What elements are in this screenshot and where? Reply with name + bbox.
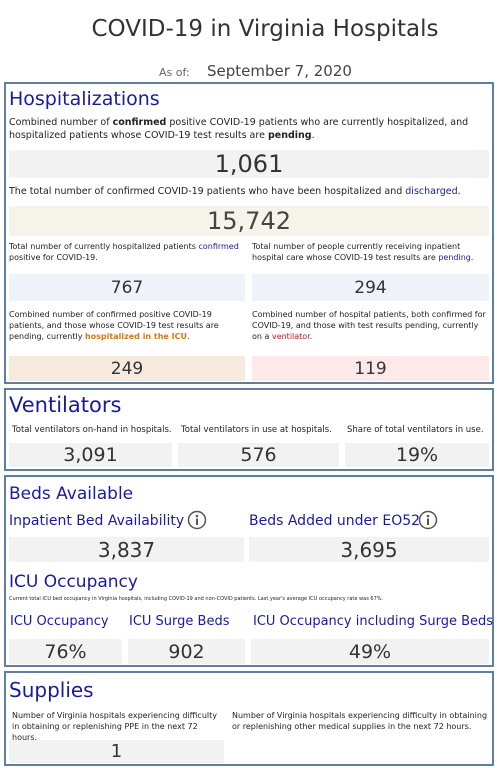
text: positive for COVID-19.: [9, 252, 98, 262]
metric-label: Share of total ventilators in use.: [347, 425, 484, 435]
section-heading: Ventilators: [9, 393, 122, 417]
text: Combined number of confirmed positive CO…: [9, 310, 219, 341]
description: Combined number of confirmed positive CO…: [9, 117, 479, 143]
description: Total number of people currently receivi…: [252, 242, 490, 264]
section-heading: Supplies: [9, 678, 94, 702]
text: .: [311, 129, 315, 141]
metric-value: 3,837: [9, 537, 244, 562]
metric-value: 767: [9, 274, 245, 301]
description: Total number of currently hospitalized p…: [9, 242, 244, 264]
text: ventilator: [271, 331, 310, 341]
section-heading: Hospitalizations: [9, 88, 160, 110]
text: .: [309, 331, 313, 341]
text: .: [457, 186, 461, 197]
metric-value: 19%: [345, 443, 489, 467]
text: .: [470, 252, 474, 262]
metric-value: 119: [252, 356, 489, 381]
metric-value: 76%: [9, 639, 122, 664]
metric-value: 3,695: [249, 537, 489, 562]
text: confirmed: [198, 242, 239, 251]
note: Current total ICU bed occupancy in Virgi…: [9, 596, 384, 602]
text: confirmed: [112, 117, 167, 128]
text: Combined number of hospital patients, bo…: [252, 310, 486, 341]
metric-value: 1,061: [9, 150, 489, 178]
metric-label: ICU Surge Beds: [129, 614, 230, 629]
metric-label: Total ventilators in use at hospitals.: [181, 425, 332, 435]
metric-label: Number of Virginia hospitals experiencin…: [12, 711, 217, 742]
text: The total number of confirmed COVID-19 p…: [9, 186, 406, 197]
description: Combined number of confirmed positive CO…: [9, 310, 245, 342]
metric-label: ICU Occupancy: [10, 614, 109, 629]
metric-label: Inpatient Bed Availability: [9, 513, 185, 529]
metric-value: 3,091: [9, 443, 172, 467]
metric-value: 15,742: [9, 206, 489, 236]
metric-value: 576: [178, 443, 339, 467]
metric-label: Beds Added under EO52: [249, 513, 421, 529]
info-icon[interactable]: [418, 510, 438, 530]
metric-value: 49%: [251, 639, 489, 664]
text: hospitalized in the ICU: [84, 331, 187, 341]
text: Combined number of: [9, 117, 113, 128]
page-title: COVID-19 in Virginia Hospitals: [91, 16, 439, 42]
metric-value: 1: [9, 740, 224, 763]
supplies-panel: [4, 671, 494, 766]
text: positive COVID-19 patients who are curre…: [9, 117, 469, 141]
metric-label: Total ventilators on-hand in hospitals.: [12, 425, 172, 435]
text: .: [187, 331, 190, 341]
text: pending: [267, 129, 312, 141]
description: The total number of confirmed COVID-19 p…: [9, 186, 489, 199]
metric-value: 249: [9, 356, 245, 381]
text: Total number of people currently receivi…: [252, 242, 461, 262]
text: Total number of currently hospitalized p…: [9, 242, 199, 251]
text: discharged: [405, 186, 458, 197]
as-of-label: As of:: [159, 66, 190, 79]
section-heading: ICU Occupancy: [9, 572, 138, 592]
description: Combined number of hospital patients, bo…: [252, 310, 490, 342]
metric-label: Number of Virginia hospitals experiencin…: [232, 711, 488, 731]
info-icon[interactable]: [187, 510, 207, 530]
text: pending: [438, 252, 471, 262]
as-of-date: September 7, 2020: [207, 62, 352, 80]
metric-value: 902: [128, 639, 245, 664]
metric-value: 294: [252, 274, 489, 301]
section-heading: Beds Available: [9, 484, 134, 504]
ventilators-panel: [4, 388, 494, 471]
beds-panel: [4, 475, 494, 667]
metric-label: ICU Occupancy including Surge Beds: [253, 614, 494, 629]
hospitalizations-panel: [4, 82, 494, 384]
